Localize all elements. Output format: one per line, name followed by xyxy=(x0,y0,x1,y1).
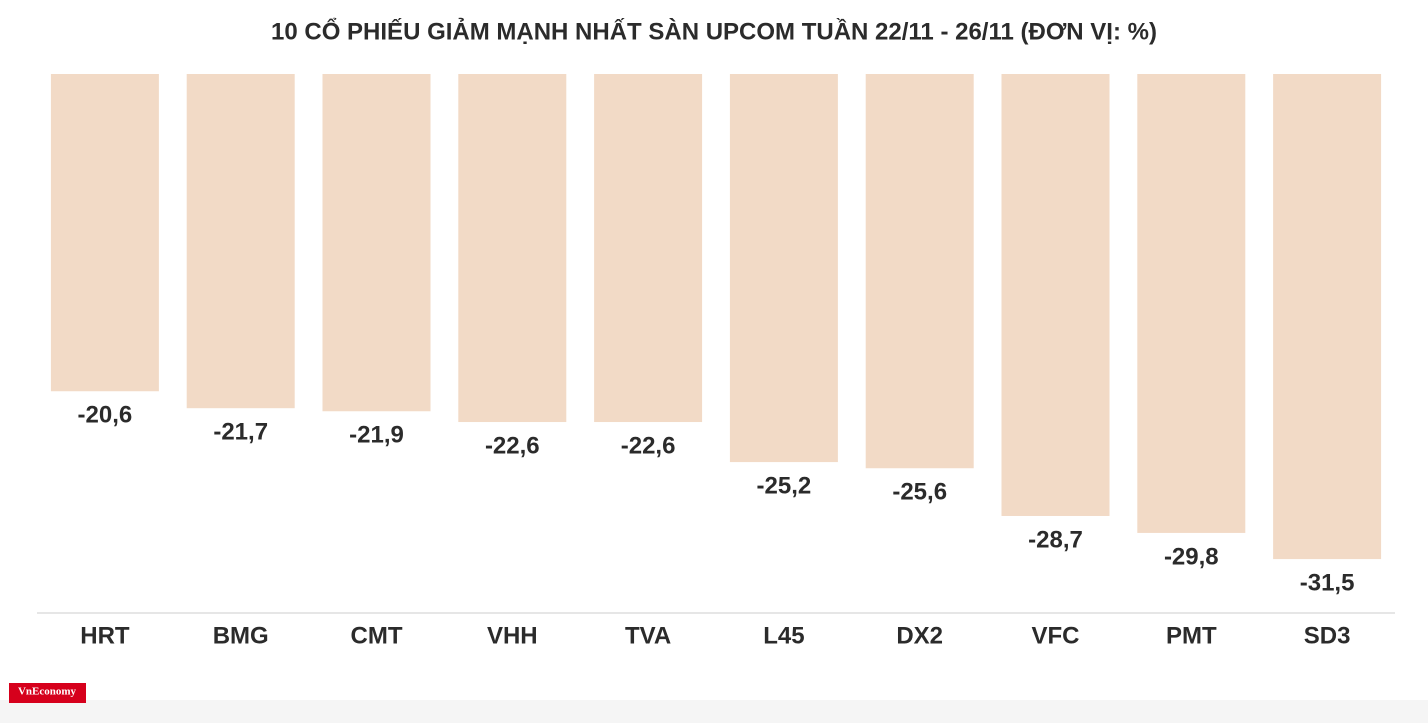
bar xyxy=(865,74,974,469)
bar xyxy=(1273,74,1382,560)
value-label: -20,6 xyxy=(78,402,133,429)
bar xyxy=(594,74,703,423)
bar xyxy=(1001,74,1110,516)
chart-title: 10 CỔ PHIẾU GIẢM MẠNH NHẤT SÀN UPCOM TUẦ… xyxy=(271,16,1157,45)
x-tick-label: BMG xyxy=(213,622,269,649)
x-tick-label: PMT xyxy=(1166,622,1217,649)
logo-box xyxy=(9,683,86,703)
value-label: -28,7 xyxy=(1028,526,1083,553)
bar xyxy=(729,74,838,463)
value-label: -25,6 xyxy=(892,479,947,506)
bar xyxy=(1137,74,1246,533)
bar xyxy=(50,74,159,392)
bar xyxy=(458,74,567,423)
value-label: -22,6 xyxy=(485,432,540,459)
value-label: -25,2 xyxy=(757,472,812,499)
footer-band xyxy=(0,700,1428,723)
x-tick-label: TVA xyxy=(625,622,671,649)
bar xyxy=(322,74,431,412)
x-tick-label: L45 xyxy=(763,622,804,649)
value-label: -21,9 xyxy=(349,422,404,449)
logo: VnEconomy xyxy=(18,686,77,698)
x-tick-label: HRT xyxy=(80,622,130,649)
value-label: -22,6 xyxy=(621,432,676,459)
x-tick-label: VHH xyxy=(487,622,538,649)
x-tick-label: SD3 xyxy=(1304,622,1351,649)
x-tick-label: CMT xyxy=(351,622,403,649)
value-label: -31,5 xyxy=(1300,569,1355,596)
value-label: -21,7 xyxy=(213,419,268,446)
x-tick-label: VFC xyxy=(1032,622,1080,649)
x-tick-label: DX2 xyxy=(896,622,943,649)
value-label: -29,8 xyxy=(1164,543,1219,570)
bar xyxy=(186,74,295,409)
